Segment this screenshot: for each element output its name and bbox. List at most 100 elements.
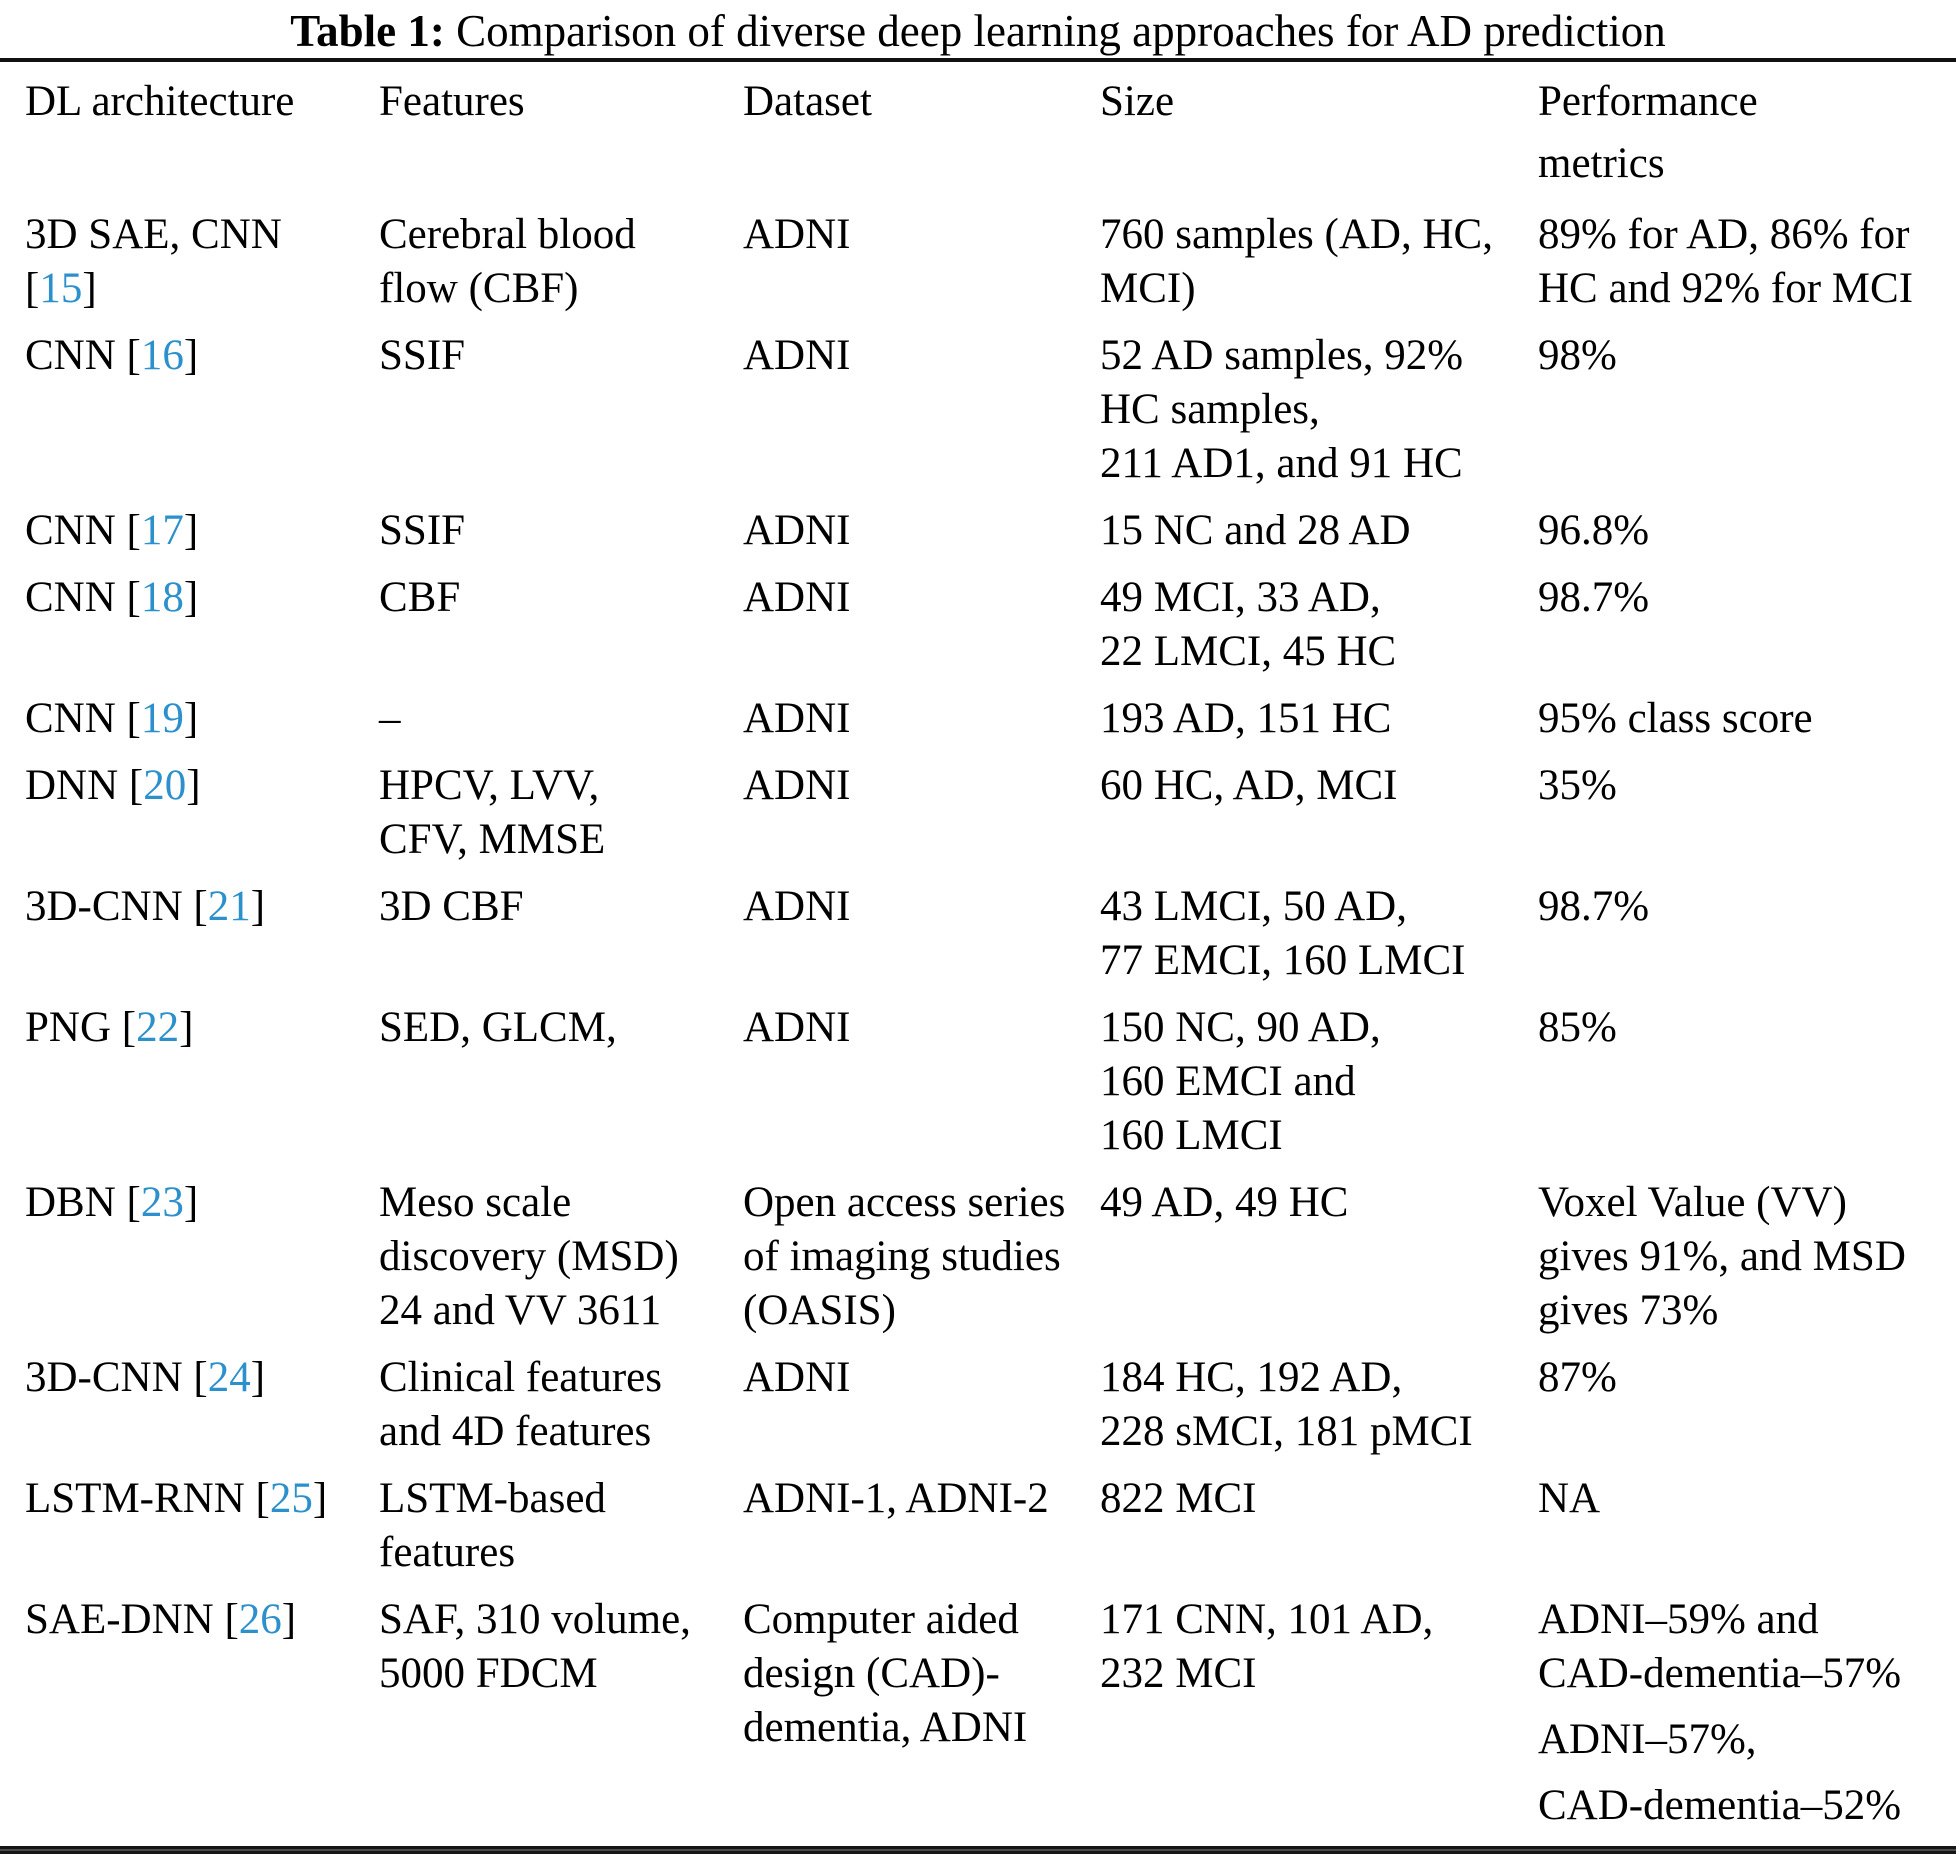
- dataset-text: ADNI-1, ADNI-2: [743, 1475, 1049, 1522]
- table-row: CNN [16] SSIF ADNI 52 AD samples, 92% HC sa…: [0, 329, 1956, 504]
- cell-size: 60 HC, AD, MCI: [1100, 759, 1538, 880]
- citation-bracket-close: ]: [250, 1354, 266, 1401]
- dataset-text: ADNI: [743, 507, 851, 554]
- cell-features: SAF, 310 volume, 5000 FDCM: [379, 1593, 743, 1846]
- architecture-label: CNN: [25, 332, 127, 379]
- dataset-text: ADNI: [743, 762, 851, 809]
- table-row: DNN [20] HPCV, LVV, CFV, MMSE ADNI 60 HC, A…: [0, 759, 1956, 880]
- features-text: LSTM-based features: [379, 1475, 606, 1576]
- features-text: CBF: [379, 574, 461, 621]
- citation-link[interactable]: 19: [140, 695, 184, 742]
- performance-text: 85%: [1538, 1004, 1617, 1051]
- table-row: LSTM-RNN [25] LSTM-based features ADNI-1, …: [0, 1472, 1956, 1593]
- table-row: 3D-CNN [24] Clinical features and 4D feat…: [0, 1351, 1956, 1472]
- size-text: 15 NC and 28 AD: [1100, 507, 1411, 554]
- dataset-text: Computer aided design (CAD)- dementia, A…: [743, 1596, 1028, 1751]
- architecture-label: CNN: [25, 574, 127, 621]
- cell-dataset: ADNI: [743, 504, 1100, 571]
- size-text: 193 AD, 151 HC: [1100, 695, 1392, 742]
- citation-bracket-open: [: [121, 1004, 137, 1051]
- features-text: SAF, 310 volume, 5000 FDCM: [379, 1596, 691, 1697]
- cell-features: SSIF: [379, 329, 743, 504]
- cell-dataset: ADNI: [743, 1351, 1100, 1472]
- citation-bracket-close: ]: [183, 332, 199, 379]
- size-text: 150 NC, 90 AD, 160 EMCI and 160 LMCI: [1100, 1004, 1381, 1159]
- features-text: Cerebral blood flow (CBF): [379, 211, 636, 312]
- architecture-label: DNN: [25, 762, 129, 809]
- table-caption-label: Table 1:: [290, 6, 445, 56]
- citation-bracket-close: ]: [312, 1475, 328, 1522]
- cell-size: 193 AD, 151 HC: [1100, 692, 1538, 759]
- cell-performance: 87%: [1538, 1351, 1956, 1472]
- column-header-performance: Performance metrics: [1538, 78, 1758, 187]
- citation-link[interactable]: 26: [238, 1596, 282, 1643]
- cell-size: 52 AD samples, 92% HC samples, 211 AD1, …: [1100, 329, 1538, 504]
- cell-performance: NA: [1538, 1472, 1956, 1593]
- column-header-features: Features: [379, 78, 525, 125]
- citation-link[interactable]: 24: [207, 1354, 251, 1401]
- citation-bracket-open: [: [25, 265, 40, 312]
- citation-link[interactable]: 15: [39, 265, 83, 312]
- cell-performance: Voxel Value (VV) gives 91%, and MSD give…: [1538, 1176, 1956, 1351]
- citation-bracket-close: ]: [250, 883, 266, 930]
- table-row: CNN [19] – ADNI 193 AD, 151 HC 95% class sco…: [0, 692, 1956, 759]
- column-header-dataset: Dataset: [743, 78, 872, 125]
- architecture-label: PNG: [25, 1004, 122, 1051]
- cell-performance: 98.7%: [1538, 571, 1956, 692]
- features-text: 3D CBF: [379, 883, 524, 930]
- citation-bracket-close: ]: [183, 1179, 199, 1226]
- citation-bracket-open: [: [128, 762, 144, 809]
- cell-features: –: [379, 692, 743, 759]
- citation-link[interactable]: 22: [136, 1004, 180, 1051]
- citation-link[interactable]: 23: [140, 1179, 184, 1226]
- cell-size: 171 CNN, 101 AD, 232 MCI: [1100, 1593, 1538, 1846]
- cell-performance: 96.8%: [1538, 504, 1956, 571]
- bottom-rule: [0, 1846, 1956, 1854]
- architecture-label: DBN: [25, 1179, 127, 1226]
- citation-link[interactable]: 21: [207, 883, 251, 930]
- cell-architecture: PNG [22]: [0, 1001, 379, 1176]
- citation-bracket-open: [: [126, 574, 141, 621]
- citation-bracket-open: [: [126, 332, 141, 379]
- citation-bracket-close: ]: [179, 1004, 194, 1051]
- citation-link[interactable]: 16: [140, 332, 184, 379]
- cell-features: 3D CBF: [379, 880, 743, 1001]
- citation-bracket-close: ]: [281, 1596, 297, 1643]
- performance-text: NA: [1538, 1475, 1601, 1522]
- cell-features: HPCV, LVV, CFV, MMSE: [379, 759, 743, 880]
- citation-link[interactable]: 18: [140, 574, 184, 621]
- size-text: 49 MCI, 33 AD, 22 LMCI, 45 HC: [1100, 574, 1397, 675]
- architecture-label: CNN: [25, 695, 127, 742]
- size-text: 60 HC, AD, MCI: [1100, 762, 1398, 809]
- cell-architecture: CNN [16]: [0, 329, 379, 504]
- cell-dataset: Computer aided design (CAD)- dementia, A…: [743, 1593, 1100, 1846]
- citation-bracket-close: ]: [82, 265, 97, 312]
- cell-architecture: DBN [23]: [0, 1176, 379, 1351]
- table-row: PNG [22] SED, GLCM, ADNI 150 NC, 90 AD, 160…: [0, 1001, 1956, 1176]
- cell-size: 49 AD, 49 HC: [1100, 1176, 1538, 1351]
- features-text: SSIF: [379, 507, 466, 554]
- cell-architecture: 3D-CNN [24]: [0, 1351, 379, 1472]
- size-text: 49 AD, 49 HC: [1100, 1179, 1349, 1226]
- size-text: 52 AD samples, 92% HC samples, 211 AD1, …: [1100, 332, 1464, 487]
- cell-features: CBF: [379, 571, 743, 692]
- cell-size: 150 NC, 90 AD, 160 EMCI and 160 LMCI: [1100, 1001, 1538, 1176]
- performance-text: 96.8%: [1538, 507, 1650, 554]
- cell-performance: 95% class score: [1538, 692, 1956, 759]
- cell-dataset: ADNI: [743, 1001, 1100, 1176]
- table-row: 3D-CNN [21] 3D CBF ADNI 43 LMCI, 50 AD, 77 …: [0, 880, 1956, 1001]
- cell-size: 15 NC and 28 AD: [1100, 504, 1538, 571]
- column-header-architecture: DL architecture: [25, 78, 295, 125]
- citation-link[interactable]: 25: [269, 1475, 313, 1522]
- citation-bracket-open: [: [126, 507, 141, 554]
- features-text: SED, GLCM,: [379, 1004, 617, 1051]
- table-body: 3D SAE, CNN [15] Cerebral blood flow (CBF…: [0, 198, 1956, 1846]
- size-text: 822 MCI: [1100, 1475, 1257, 1522]
- citation-link[interactable]: 20: [143, 762, 187, 809]
- architecture-label: 3D-CNN: [25, 883, 194, 930]
- dataset-text: ADNI: [743, 1354, 851, 1401]
- features-text: Clinical features and 4D features: [379, 1354, 662, 1455]
- citation-link[interactable]: 17: [140, 507, 184, 554]
- cell-architecture: SAE-DNN [26]: [0, 1593, 379, 1846]
